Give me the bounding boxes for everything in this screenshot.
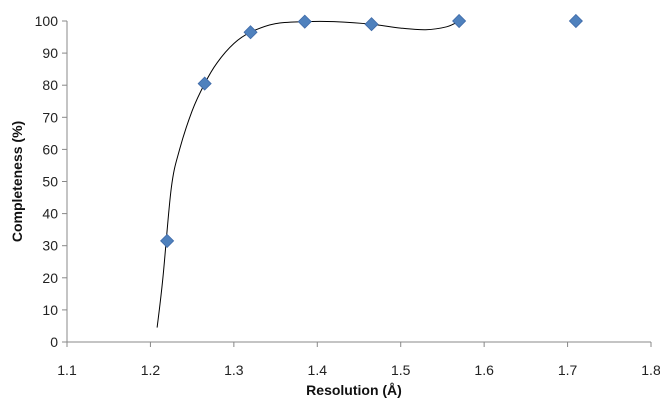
data-point bbox=[568, 13, 583, 29]
y-tick-label: 10 bbox=[42, 302, 58, 318]
x-axis-title: Resolution (Å) bbox=[306, 382, 402, 398]
data-point bbox=[297, 14, 312, 29]
y-tick-label: 100 bbox=[35, 13, 59, 29]
y-tick-label: 50 bbox=[42, 174, 58, 190]
data-points bbox=[160, 13, 583, 248]
y-tick-label: 80 bbox=[42, 77, 58, 93]
x-tick-label: 1.8 bbox=[641, 362, 660, 378]
y-tick-label: 0 bbox=[50, 334, 58, 350]
data-point bbox=[197, 76, 212, 91]
y-tick-label: 30 bbox=[42, 238, 58, 254]
y-tick-label: 20 bbox=[42, 270, 58, 286]
data-point bbox=[243, 25, 258, 40]
data-point bbox=[364, 17, 379, 32]
y-tick-label: 90 bbox=[42, 45, 58, 61]
trendline-group bbox=[156, 20, 460, 328]
x-tick-label: 1.3 bbox=[224, 362, 244, 378]
x-tick-label: 1.4 bbox=[308, 362, 328, 378]
x-tick-label: 1.5 bbox=[391, 362, 411, 378]
y-axis-title: Completeness (%) bbox=[9, 121, 25, 242]
trendline bbox=[156, 20, 460, 328]
data-point bbox=[452, 13, 467, 29]
y-tick-label: 70 bbox=[42, 109, 58, 125]
y-tick-label: 60 bbox=[42, 141, 58, 157]
x-tick-label: 1.7 bbox=[558, 362, 578, 378]
x-tick-label: 1.1 bbox=[57, 362, 77, 378]
x-tick-label: 1.2 bbox=[141, 362, 161, 378]
x-tick-label: 1.6 bbox=[474, 362, 494, 378]
data-point bbox=[160, 233, 175, 248]
axes: 0 10 20 30 40 50 60 70 80 90 100 1.1 1.2 1.3 1.4 1.5 1.6… bbox=[35, 13, 660, 378]
y-tick-label: 40 bbox=[42, 206, 58, 222]
